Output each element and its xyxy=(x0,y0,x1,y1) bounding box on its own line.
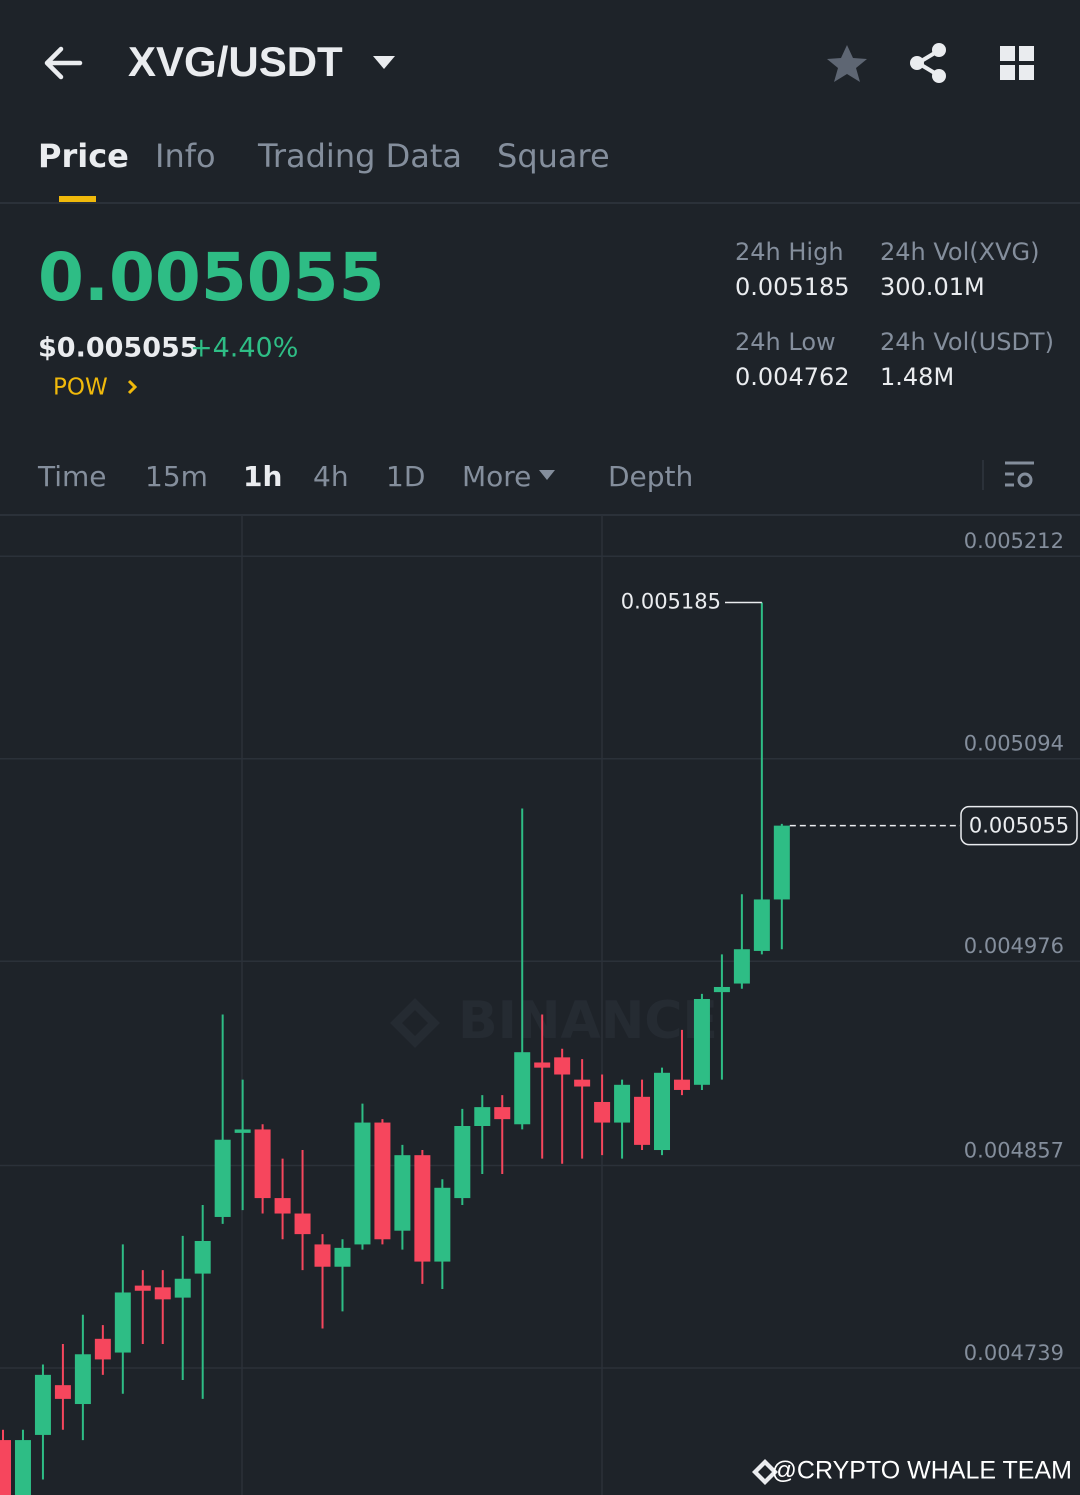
stat-label: 24h Low xyxy=(735,328,836,356)
interval-tab[interactable]: Time xyxy=(37,460,107,493)
candle-body xyxy=(294,1213,311,1235)
credit: @CRYPTO WHALE TEAM xyxy=(772,1457,1072,1485)
candle-body xyxy=(574,1079,591,1087)
share-button[interactable] xyxy=(910,43,946,83)
candle-body xyxy=(614,1084,631,1123)
stat-value: 0.005185 xyxy=(735,273,850,301)
back-button[interactable] xyxy=(44,46,83,80)
watermark: BINANCE xyxy=(390,991,718,1051)
candle-body xyxy=(134,1285,151,1291)
candle-body xyxy=(214,1139,231,1217)
last-price-label: 0.005055 xyxy=(969,814,1069,838)
tab[interactable]: Info xyxy=(155,137,216,175)
pair-dropdown[interactable] xyxy=(373,56,395,69)
candles xyxy=(0,602,790,1495)
candle-body xyxy=(554,1057,571,1075)
tab[interactable]: Price xyxy=(38,137,129,175)
y-tick-label: 0.005094 xyxy=(964,732,1064,756)
overlay: 0.005185 0.005055 xyxy=(621,590,1078,846)
candle-body xyxy=(34,1374,51,1435)
tab[interactable]: Square xyxy=(497,137,610,175)
candle-body xyxy=(474,1107,491,1126)
candle-body xyxy=(314,1244,331,1267)
candle-body xyxy=(74,1354,91,1405)
candle-body xyxy=(194,1240,211,1274)
candle-body xyxy=(514,1052,531,1125)
interval-tab[interactable]: 1D xyxy=(386,460,425,493)
interval-tab[interactable]: Depth xyxy=(608,460,693,493)
candle-body xyxy=(634,1096,651,1145)
interval-tab[interactable]: More xyxy=(462,460,531,493)
credit-logo xyxy=(752,1459,778,1485)
price-change: +4.40% xyxy=(190,333,298,364)
candle-body xyxy=(154,1287,171,1300)
last-price: 0.005055 xyxy=(38,239,385,316)
candle-body xyxy=(773,825,790,900)
candle-body xyxy=(354,1122,371,1245)
candle-body xyxy=(594,1101,611,1123)
stat-label: 24h Vol(USDT) xyxy=(880,328,1054,356)
candle-body xyxy=(174,1278,191,1298)
candle-body xyxy=(394,1155,411,1231)
tab[interactable]: Trading Data xyxy=(257,137,462,175)
last-price-box xyxy=(960,805,1078,846)
candle-body xyxy=(454,1125,471,1199)
stat-label: 24h Vol(XVG) xyxy=(880,238,1039,266)
candle-body xyxy=(434,1187,451,1262)
chart-settings-button[interactable] xyxy=(1005,461,1034,488)
more-dropdown[interactable] xyxy=(539,470,555,480)
candle-body xyxy=(254,1129,271,1199)
stat-value: 1.48M xyxy=(880,363,954,391)
candle-body xyxy=(414,1155,431,1262)
interval-tab[interactable]: 4h xyxy=(313,460,349,493)
pair-title[interactable]: XVG/USDT xyxy=(128,38,343,85)
watermark-text: BINANCE xyxy=(458,991,718,1051)
tab-bar: Price Info Trading Data Square xyxy=(38,137,610,202)
price-usd: $0.005055 xyxy=(38,333,199,364)
interval-tab[interactable]: 1h xyxy=(243,460,282,493)
y-tick-label: 0.005212 xyxy=(964,529,1064,553)
interval-tab[interactable]: 15m xyxy=(145,460,208,493)
candle-body xyxy=(234,1129,251,1133)
tag-link[interactable]: POW xyxy=(53,375,108,401)
stat-value: 0.004762 xyxy=(735,363,850,391)
candle-body xyxy=(713,986,730,993)
stat-label: 24h High xyxy=(735,238,844,266)
high-marker-label: 0.005185 xyxy=(621,590,721,614)
y-tick-label: 0.004976 xyxy=(964,934,1064,958)
candle-body xyxy=(0,1440,11,1495)
candle-body xyxy=(733,949,750,984)
candle-body xyxy=(753,899,770,951)
interval-bar: Time 15m 1h 4h 1D More Depth xyxy=(37,460,693,493)
candle-body xyxy=(94,1338,111,1360)
candle-body xyxy=(374,1122,391,1240)
layout-button[interactable] xyxy=(1000,46,1034,80)
candle-body xyxy=(494,1107,511,1120)
stat-value: 300.01M xyxy=(880,273,985,301)
candle-body xyxy=(334,1247,351,1267)
y-tick-label: 0.004857 xyxy=(964,1138,1064,1162)
candle-body xyxy=(673,1079,690,1090)
candle-body xyxy=(693,998,710,1085)
candle-body xyxy=(114,1292,131,1353)
tab-indicator xyxy=(59,196,96,202)
tag-arrow[interactable] xyxy=(127,379,138,395)
candle-body xyxy=(274,1198,291,1214)
candle-body xyxy=(54,1385,71,1399)
candle-body xyxy=(14,1440,31,1495)
candle-body xyxy=(654,1072,671,1151)
candle-body xyxy=(534,1062,551,1068)
stats: 24h High 0.005185 24h Vol(XVG) 300.01M 24h L… xyxy=(735,238,1054,391)
grid: 0.004739 0.004857 0.004976 0.005094 0.005212 xyxy=(0,529,1080,1369)
favorite-button[interactable] xyxy=(827,45,867,82)
y-tick-label: 0.004739 xyxy=(964,1341,1064,1365)
